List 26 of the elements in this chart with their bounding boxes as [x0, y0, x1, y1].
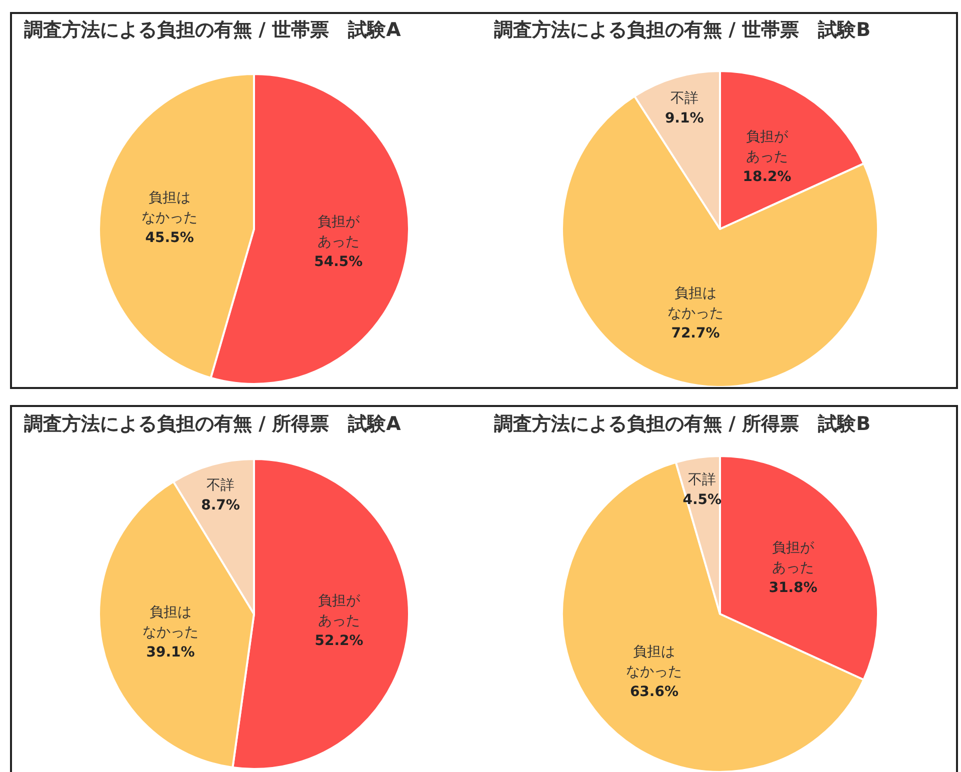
data-label: 18.2%	[742, 168, 792, 185]
data-label: 52.2%	[314, 632, 364, 649]
chart-title: 調査方法による負担の有無 / 所得票 試験B	[494, 413, 871, 435]
data-label: 72.7%	[671, 325, 720, 342]
data-label: 4.5%	[682, 492, 722, 508]
chart-title: 調査方法による負担の有無 / 世帯票 試験B	[494, 19, 871, 41]
chart-title: 調査方法による負担の有無 / 所得票 試験A	[24, 413, 402, 435]
slice-label: 不詳	[670, 90, 698, 107]
slice-label: 負担はなかった	[142, 604, 199, 640]
slice-label: 不詳	[688, 472, 716, 488]
data-label: 8.7%	[201, 498, 240, 514]
slice-label: 不詳	[206, 478, 235, 494]
data-label: 54.5%	[314, 254, 363, 270]
data-label: 9.1%	[664, 110, 704, 127]
chart-title: 調査方法による負担の有無 / 世帯票 試験A	[24, 19, 402, 41]
slice-label: 負担があった	[746, 128, 790, 165]
data-label: 39.1%	[146, 644, 195, 660]
slice-label: 負担はなかった	[142, 190, 198, 226]
slice-label: 負担があった	[772, 540, 816, 576]
data-label: 45.5%	[145, 230, 194, 246]
slice-label: 負担があった	[318, 592, 362, 629]
slice-label: 負担はなかった	[626, 644, 682, 680]
data-label: 31.8%	[768, 580, 818, 596]
slice-label: 負担があった	[317, 214, 360, 250]
data-label: 63.6%	[630, 684, 679, 700]
slice-label: 負担はなかった	[667, 285, 724, 322]
